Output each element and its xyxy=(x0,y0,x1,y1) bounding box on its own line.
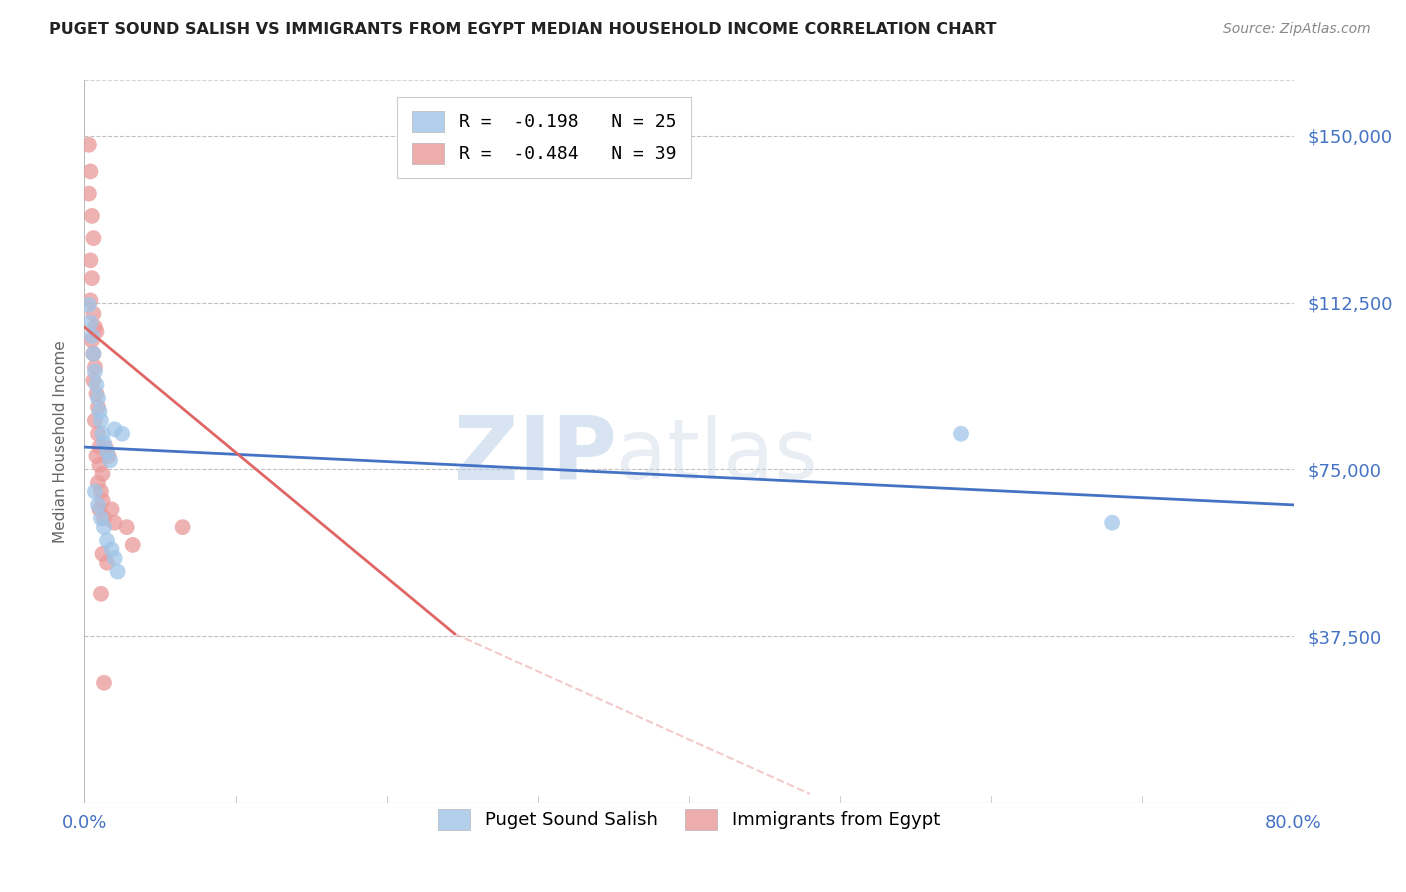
Point xyxy=(950,426,973,441)
Point xyxy=(80,271,103,285)
Point xyxy=(84,484,107,499)
Point xyxy=(93,520,115,534)
Point xyxy=(98,453,121,467)
Point xyxy=(80,329,103,343)
Point xyxy=(93,675,115,690)
Point xyxy=(111,426,134,441)
Point xyxy=(91,493,114,508)
Point xyxy=(82,347,104,361)
Point xyxy=(121,538,143,552)
Point xyxy=(77,298,100,312)
Point xyxy=(86,386,108,401)
Point xyxy=(96,556,118,570)
Point xyxy=(80,209,103,223)
Point xyxy=(104,516,127,530)
Point xyxy=(115,520,138,534)
Point xyxy=(100,502,122,516)
Point xyxy=(87,391,110,405)
Point xyxy=(97,449,120,463)
Point xyxy=(79,164,101,178)
Point xyxy=(82,307,104,321)
Point xyxy=(90,413,112,427)
Point xyxy=(87,426,110,441)
Point xyxy=(89,502,111,516)
Point xyxy=(87,475,110,490)
Point xyxy=(80,334,103,348)
Point xyxy=(104,422,127,436)
Point xyxy=(79,316,101,330)
Point xyxy=(86,449,108,463)
Point xyxy=(96,444,118,458)
Y-axis label: Median Household Income: Median Household Income xyxy=(53,340,69,543)
Text: Source: ZipAtlas.com: Source: ZipAtlas.com xyxy=(1223,22,1371,37)
Point xyxy=(90,511,112,525)
Point xyxy=(86,377,108,392)
Legend: Puget Sound Salish, Immigrants from Egypt: Puget Sound Salish, Immigrants from Egyp… xyxy=(423,795,955,845)
Text: ZIP: ZIP xyxy=(454,412,616,500)
Point xyxy=(84,413,107,427)
Point xyxy=(104,551,127,566)
Point xyxy=(82,231,104,245)
Point xyxy=(89,458,111,472)
Point xyxy=(1101,516,1123,530)
Point xyxy=(90,484,112,499)
Point xyxy=(79,293,101,308)
Point xyxy=(96,533,118,548)
Point xyxy=(77,186,100,201)
Point xyxy=(91,467,114,481)
Point xyxy=(87,400,110,414)
Point xyxy=(93,435,115,450)
Point xyxy=(82,373,104,387)
Point xyxy=(93,511,115,525)
Point xyxy=(172,520,194,534)
Point xyxy=(90,587,112,601)
Point xyxy=(100,542,122,557)
Point xyxy=(91,547,114,561)
Point xyxy=(84,360,107,375)
Point xyxy=(91,426,114,441)
Point xyxy=(89,404,111,418)
Point xyxy=(77,137,100,152)
Point xyxy=(82,347,104,361)
Point xyxy=(87,498,110,512)
Point xyxy=(94,440,117,454)
Text: PUGET SOUND SALISH VS IMMIGRANTS FROM EGYPT MEDIAN HOUSEHOLD INCOME CORRELATION : PUGET SOUND SALISH VS IMMIGRANTS FROM EG… xyxy=(49,22,997,37)
Point xyxy=(107,565,129,579)
Point xyxy=(86,325,108,339)
Point xyxy=(79,253,101,268)
Point xyxy=(89,440,111,454)
Point xyxy=(84,320,107,334)
Point xyxy=(84,364,107,378)
Text: atlas: atlas xyxy=(616,416,818,497)
